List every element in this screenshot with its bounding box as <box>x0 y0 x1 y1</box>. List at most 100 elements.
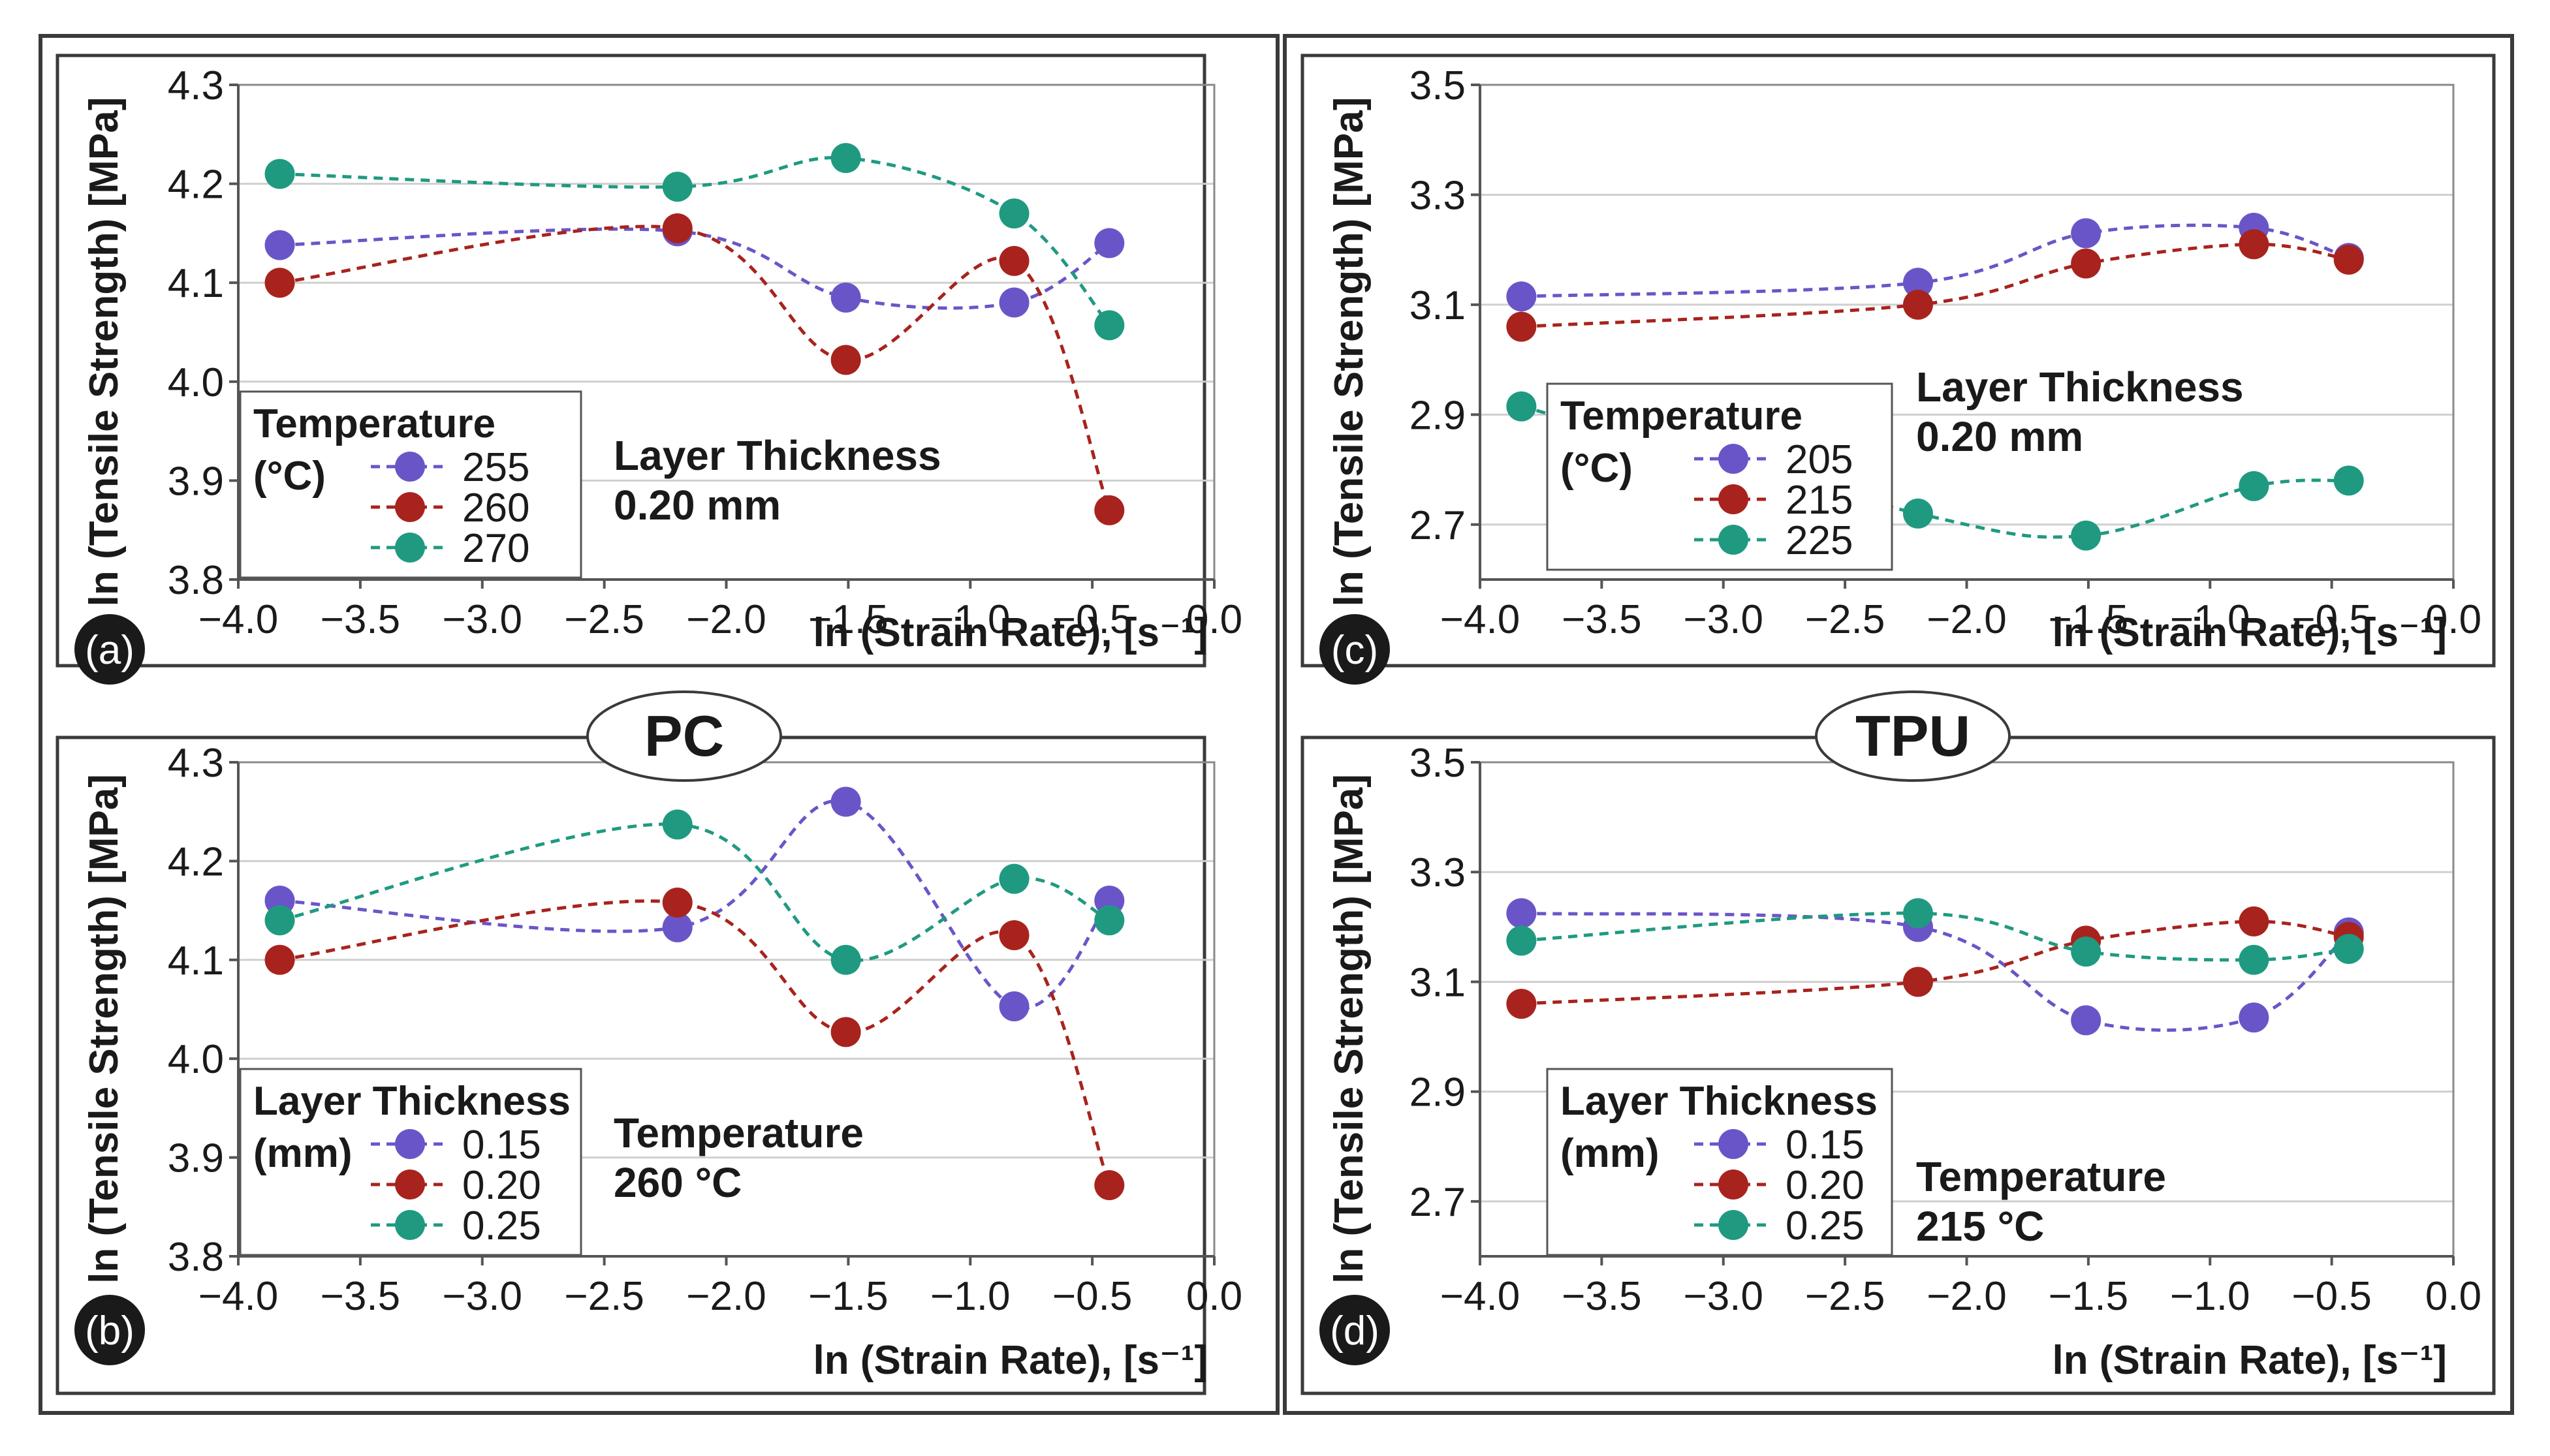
pc-group-frame <box>39 34 1280 1415</box>
data-point-0.20 <box>830 1017 861 1047</box>
data-point-225 <box>2333 465 2364 496</box>
x-tick-label: −2.0 <box>686 1274 766 1319</box>
annotation-line-1: Layer Thickness <box>614 432 941 479</box>
legend-title: Temperature <box>1560 394 1802 439</box>
panel-frame <box>55 54 1206 668</box>
legend: Layer Thickness (mm) 0.150.200.25 <box>239 1068 582 1256</box>
y-tick-label: 4.3 <box>168 741 224 786</box>
x-tick-label: −1.5 <box>808 597 888 642</box>
panel-frame <box>55 736 1206 1395</box>
series-line-270 <box>279 156 1111 327</box>
data-point-255 <box>1094 228 1125 258</box>
data-point-0.20 <box>1094 1169 1125 1200</box>
data-point-0.20 <box>1902 967 1933 997</box>
data-point-260 <box>830 345 861 375</box>
y-tick-label: 4.1 <box>168 938 224 984</box>
data-point-225 <box>1902 498 1933 529</box>
series-line-255 <box>279 227 1110 310</box>
panel-b: 3.8 3.9 4.0 4.1 4.2 4.3 −4.0 −3.5 −3.0 −2.5 −2.0 −1… <box>55 736 1242 1395</box>
x-tick-label: −2.5 <box>1805 1274 1885 1319</box>
x-tick-label: −3.0 <box>1684 597 1763 642</box>
legend-label-0.25: 0.25 <box>1786 1203 1865 1248</box>
y-tick-label: 3.5 <box>1409 63 1466 108</box>
panel-letter-badge <box>74 614 145 685</box>
data-point-0.25 <box>1094 905 1125 936</box>
x-tick-label: −0.5 <box>2291 1274 2371 1319</box>
annotation-line-1: Layer Thickness <box>1916 364 2244 410</box>
data-point-215 <box>1902 289 1933 320</box>
data-point-0.15 <box>830 786 861 817</box>
legend-label-205: 205 <box>1786 437 1853 482</box>
data-point-270 <box>1094 310 1125 341</box>
data-point-225 <box>2239 471 2269 501</box>
x-axis-label: ln (Strain Rate), [s⁻¹] <box>813 1338 1208 1383</box>
data-point-215 <box>2333 244 2364 275</box>
data-point-205 <box>1902 268 1933 298</box>
y-tick-label: 4.0 <box>168 360 224 405</box>
data-point-260 <box>662 213 693 243</box>
group-label-pc-oval <box>586 690 782 782</box>
x-tick-label: −3.5 <box>1562 597 1641 642</box>
annotation-line-2: 260 °C <box>614 1159 742 1206</box>
panel-frame <box>1300 736 2496 1395</box>
data-point-0.25 <box>2239 944 2269 975</box>
legend-subtitle: (°C) <box>1560 446 1633 491</box>
y-tick-label: 4.2 <box>168 839 224 884</box>
data-point-225 <box>2071 520 2101 551</box>
data-point-270 <box>264 159 295 189</box>
x-tick-label: −2.0 <box>686 597 766 642</box>
panel-letter-badge <box>1319 1295 1390 1365</box>
data-point-0.15 <box>2071 1005 2101 1036</box>
y-tick-label: 4.2 <box>168 163 224 208</box>
y-tick-label: 3.3 <box>1409 173 1466 218</box>
x-tick-label: 0.0 <box>1186 597 1242 642</box>
series-line-225 <box>1520 405 2349 539</box>
legend-label-225: 225 <box>1786 518 1853 563</box>
legend-subtitle: (mm) <box>1560 1131 1660 1176</box>
data-point-0.15 <box>1506 898 1537 929</box>
series-line-0.25 <box>279 822 1110 963</box>
x-tick-label: −1.0 <box>2170 597 2250 642</box>
legend-title: Temperature <box>253 401 496 446</box>
x-tick-label: −0.5 <box>1052 597 1132 642</box>
y-tick-label: 2.7 <box>1409 1180 1466 1225</box>
group-label-pc: PC <box>644 704 724 768</box>
panel-letter-badge <box>1319 614 1390 685</box>
data-point-255 <box>264 230 295 260</box>
y-tick-label: 4.1 <box>168 261 224 306</box>
x-tick-label: 0.0 <box>2425 1274 2481 1319</box>
data-point-0.25 <box>2071 937 2101 967</box>
legend: Layer Thickness (mm) 0.150.200.25 <box>1546 1068 1893 1256</box>
x-tick-label: −1.5 <box>2049 1274 2128 1319</box>
legend-marker-0.15 <box>1718 1129 1748 1159</box>
y-tick-label: 3.9 <box>168 1136 224 1181</box>
y-tick-label: 2.7 <box>1409 503 1466 548</box>
panel-c: 2.72.93.13.33.5−4.0 −3.5 −3.0 −2.5 −2.0 −1.5−… <box>1300 54 2496 685</box>
y-axis-label: ln (Tensile Strength) [MPa] <box>82 774 127 1284</box>
x-tick-label: −2.5 <box>1805 597 1885 642</box>
y-axis-label: ln (Tensile Strength) [MPa] <box>1327 97 1372 607</box>
data-point-0.25 <box>2333 933 2364 964</box>
x-axis-label: ln (Strain Rate), [s⁻¹] <box>813 610 1208 655</box>
annotation-line-2: 0.20 mm <box>1916 413 2083 460</box>
panel-letter-badge <box>74 1295 145 1365</box>
data-point-0.25 <box>264 905 295 936</box>
data-point-0.20 <box>264 944 295 975</box>
legend-marker-0.25 <box>395 1210 425 1240</box>
legend-marker-215 <box>1718 484 1748 514</box>
data-point-0.25 <box>1902 898 1933 929</box>
x-tick-label: −3.0 <box>443 597 522 642</box>
x-tick-label: −3.0 <box>443 1274 522 1319</box>
group-label-tpu-oval <box>1815 690 2011 782</box>
series-line-260 <box>279 225 1111 511</box>
panel-letter: (a) <box>85 628 134 673</box>
x-tick-label: −3.5 <box>321 597 400 642</box>
legend-marker-0.15 <box>395 1129 425 1159</box>
x-tick-label: −1.5 <box>2049 597 2128 642</box>
data-point-255 <box>999 287 1030 318</box>
x-axis-label: ln (Strain Rate), [s⁻¹] <box>2052 1338 2447 1383</box>
data-point-0.20 <box>662 887 693 918</box>
